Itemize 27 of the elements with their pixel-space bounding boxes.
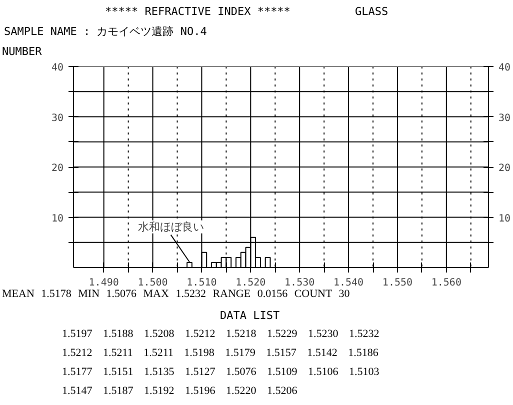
y2-tick-label: 20 (498, 163, 511, 174)
y-tick-label: 10 (51, 213, 64, 224)
x-tick-label: 1.560 (431, 278, 462, 288)
y2-tick-label: 30 (498, 112, 511, 124)
x-tick-label: 1.510 (186, 278, 217, 288)
text: MEAN 1.5178 MIN 1.5076 MAX 1.5232 RANGE 0.0156 COUNT 30 (2, 288, 351, 301)
x-tick-label: 1.500 (138, 278, 168, 288)
text: 1.5177 1.5151 1.5135 1.5127 1.5076 1.5109 1.5106 1.5103 (62, 366, 380, 379)
x-tick-label: 1.490 (88, 278, 119, 288)
text: 1.5147 1.5187 1.5192 1.5196 1.5220 1.5206 (62, 385, 298, 398)
annotation: 水和ほぼ良い (138, 220, 204, 234)
y-tick-label: 30 (51, 112, 64, 124)
y-tick-label: 20 (51, 163, 64, 174)
text: 1.5212 1.5211 1.5211 1.5198 1.5179 1.5157 1.5142 1.5186 (62, 347, 380, 360)
y2-tick-label: 40 (498, 62, 511, 74)
x-tick-label: 1.520 (236, 278, 266, 288)
y-tick-label: 40 (51, 62, 64, 74)
text: DATA LIST (220, 309, 281, 322)
x-tick-label: 1.530 (284, 278, 315, 288)
x-tick-label: 1.550 (382, 278, 413, 288)
x-tick-label: 1.540 (333, 278, 364, 288)
chart-title: ***** REFRACTIVE INDEX ***** (105, 4, 290, 20)
y2-tick-label: 10 (498, 213, 511, 224)
text: 1.5197 1.5188 1.5208 1.5212 1.5218 1.5229 1.5230 1.5232 (62, 328, 380, 341)
chart-subtitle: SAMPLE NAME : カモイベツ遺跡 NO.4 (4, 24, 207, 40)
text: GLASS (355, 4, 388, 20)
y-axis-title: NUMBER (2, 44, 42, 60)
